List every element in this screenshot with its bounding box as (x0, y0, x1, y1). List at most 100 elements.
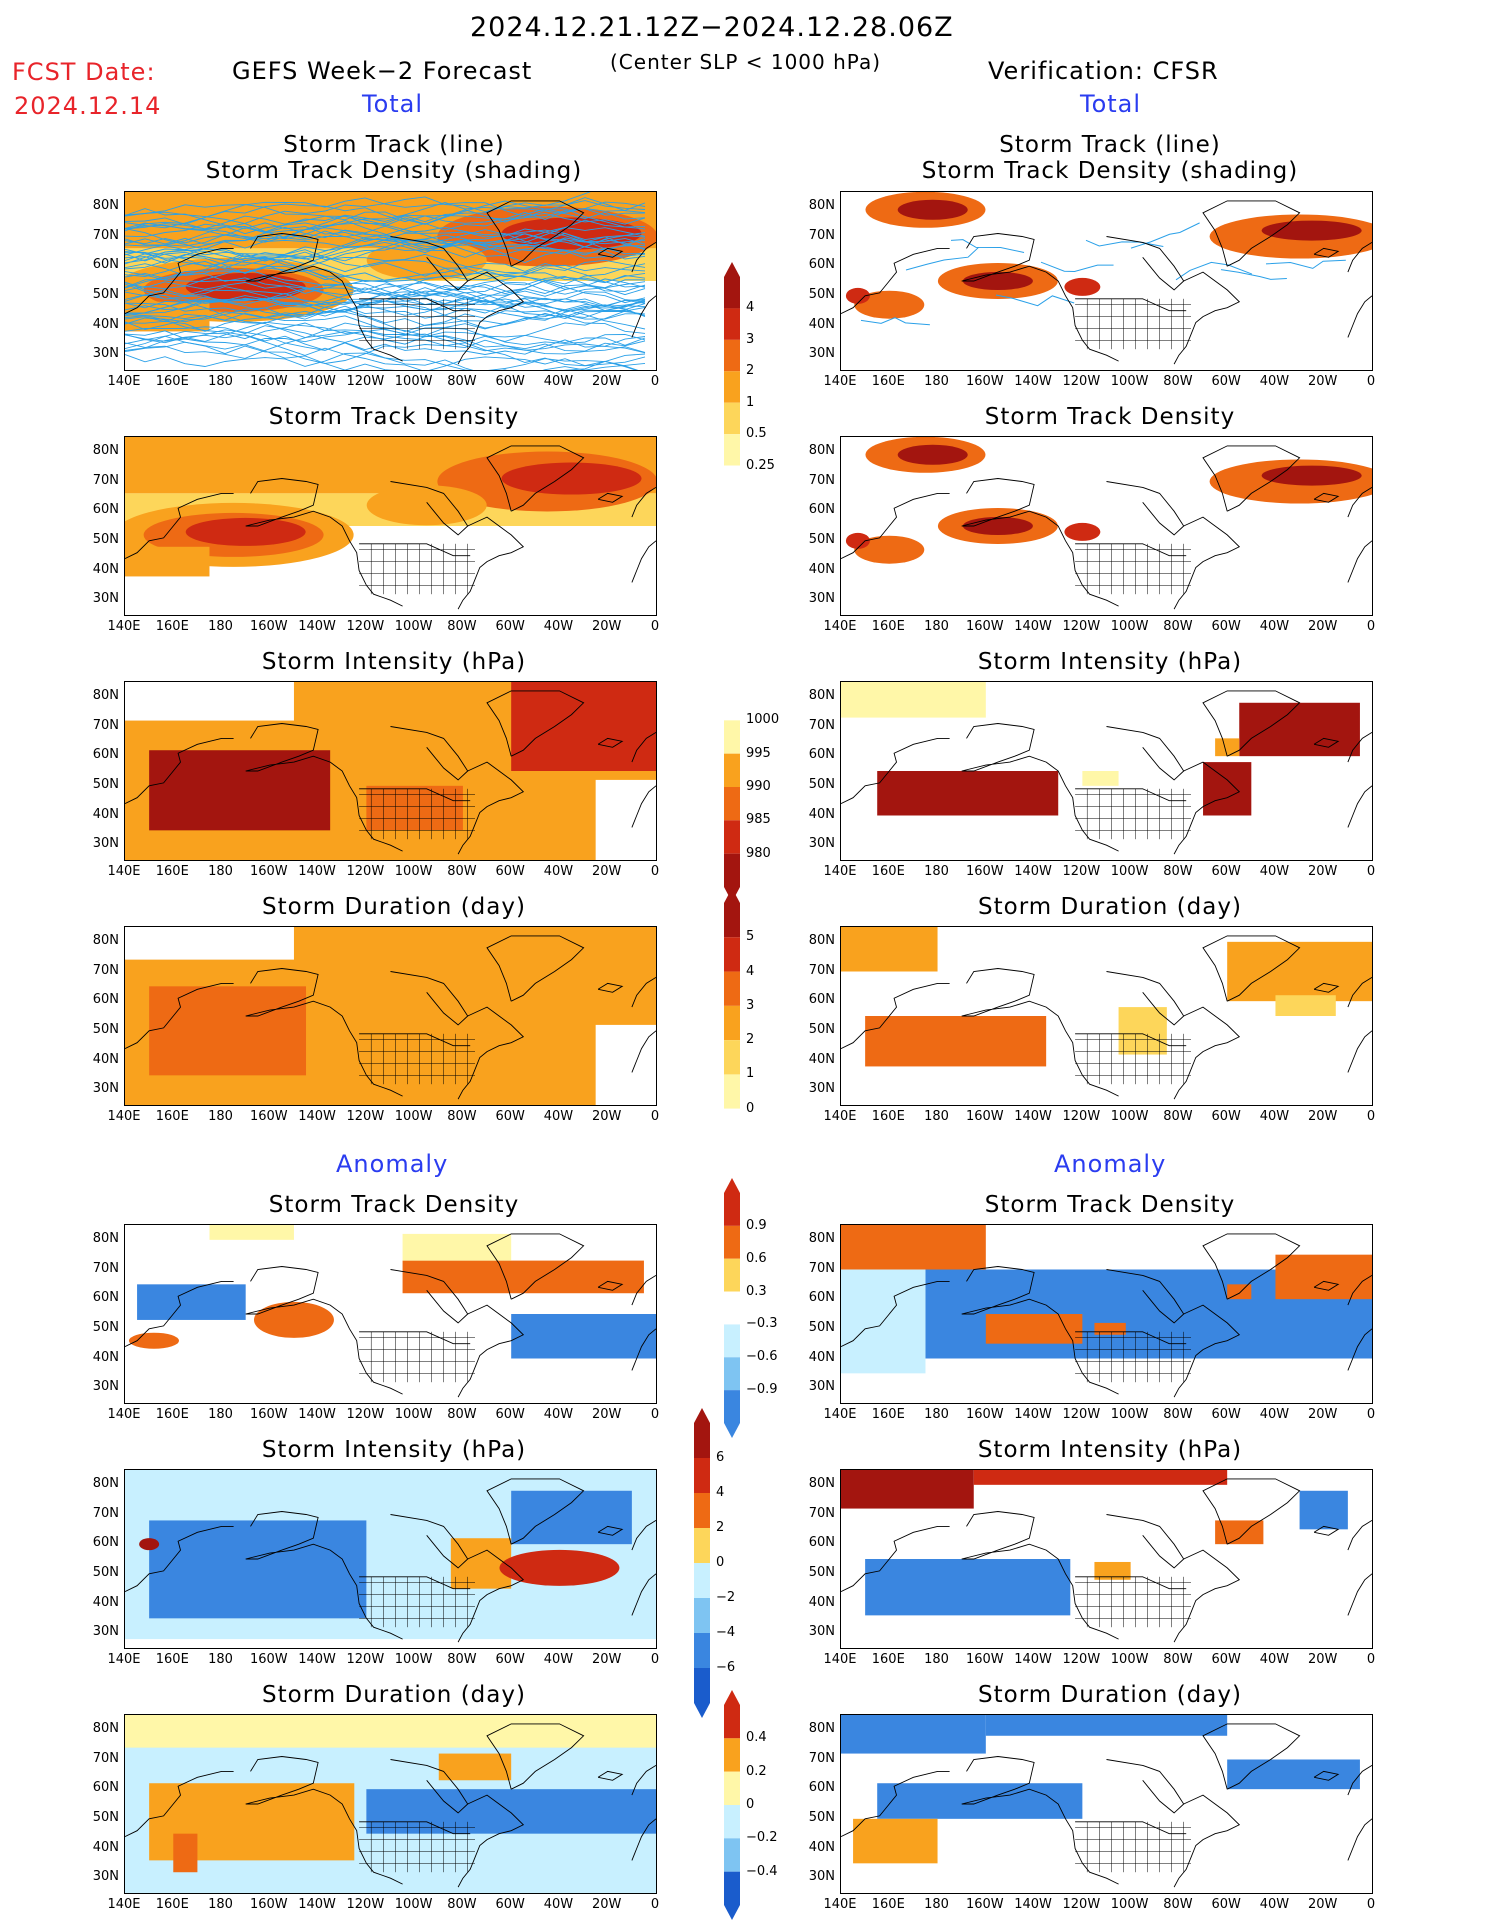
lon-tick-label: 100W (389, 374, 439, 389)
colorbar-tick-label: −0.3 (746, 1316, 778, 1331)
lon-tick-label: 20W (1298, 374, 1348, 389)
lon-tick-label: 140W (292, 619, 342, 634)
lon-tick-label: 100W (389, 1652, 439, 1667)
lat-tick-label: 70N (79, 228, 119, 243)
lon-tick-label: 160W (960, 864, 1010, 879)
lon-tick-label: 140W (292, 1407, 342, 1422)
lon-tick-label: 20W (582, 1109, 632, 1124)
lon-tick-label: 160E (147, 1407, 197, 1422)
lat-tick-label: 70N (795, 963, 835, 978)
lat-tick-label: 40N (79, 562, 119, 577)
lat-tick-label: 30N (79, 346, 119, 361)
lon-tick-label: 140E (815, 1652, 865, 1667)
title-anom-density-right: Storm Track Density (840, 1192, 1380, 1218)
lon-tick-label: 140E (815, 1897, 865, 1912)
map-panel-track-left (124, 191, 657, 371)
lat-tick-label: 50N (79, 532, 119, 547)
colorbar-duration-total (722, 888, 742, 1162)
lat-tick-label: 50N (79, 1320, 119, 1335)
lon-tick-label: 40W (1249, 864, 1299, 879)
lon-tick-label: 60W (1201, 1897, 1251, 1912)
colorbar-tick-label: 3 (746, 998, 754, 1013)
left-model-label: GEFS Week−2 Forecast (232, 57, 532, 85)
colorbar-tick-label: 4 (746, 300, 754, 315)
map-panel-intensity-right (840, 681, 1373, 861)
lon-tick-label: 140W (1008, 619, 1058, 634)
lat-tick-label: 80N (79, 933, 119, 948)
map-panel-density-right (840, 436, 1373, 616)
lon-tick-label: 120W (1056, 1109, 1106, 1124)
colorbar-tick-label: 4 (716, 1485, 724, 1500)
lat-tick-label: 50N (79, 1810, 119, 1825)
lat-tick-label: 40N (795, 807, 835, 822)
lon-tick-label: 180 (912, 374, 962, 389)
lon-tick-label: 160W (960, 619, 1010, 634)
lat-tick-label: 60N (795, 1535, 835, 1550)
lon-tick-label: 60W (485, 374, 535, 389)
lat-tick-label: 50N (79, 287, 119, 302)
lon-tick-label: 20W (1298, 1652, 1348, 1667)
lon-tick-label: 180 (196, 1652, 246, 1667)
lon-tick-label: 100W (389, 1897, 439, 1912)
lat-tick-label: 70N (79, 1261, 119, 1276)
lat-tick-label: 80N (79, 198, 119, 213)
colorbar-tick-label: 3 (746, 332, 754, 347)
lon-tick-label: 180 (912, 619, 962, 634)
lat-tick-label: 50N (795, 1565, 835, 1580)
lat-tick-label: 60N (79, 992, 119, 1007)
total-left-label: Total (362, 90, 423, 118)
lon-tick-label: 40W (1249, 1897, 1299, 1912)
lon-tick-label: 120W (340, 374, 390, 389)
title-anom-duration-right: Storm Duration (day) (840, 1682, 1380, 1708)
lon-tick-label: 120W (1056, 1407, 1106, 1422)
anomaly-left-label: Anomaly (336, 1150, 448, 1178)
lon-tick-label: 60W (1201, 619, 1251, 634)
lon-tick-label: 140E (815, 1407, 865, 1422)
colorbar-tick-label: −4 (716, 1625, 735, 1640)
lat-tick-label: 80N (79, 1231, 119, 1246)
lon-tick-label: 160E (863, 864, 913, 879)
lon-tick-label: 0 (630, 1407, 680, 1422)
lon-tick-label: 20W (1298, 1109, 1348, 1124)
lon-tick-label: 160W (244, 864, 294, 879)
map-panel-duration-left (124, 926, 657, 1106)
lat-tick-label: 60N (79, 257, 119, 272)
lon-tick-label: 120W (1056, 374, 1106, 389)
lat-tick-label: 70N (795, 1506, 835, 1521)
lon-tick-label: 140E (99, 619, 149, 634)
lon-tick-label: 20W (582, 864, 632, 879)
map-panel-anom-int-left (124, 1469, 657, 1649)
lat-tick-label: 40N (795, 1052, 835, 1067)
lat-tick-label: 30N (79, 836, 119, 851)
lon-tick-label: 160W (960, 1407, 1010, 1422)
lon-tick-label: 80W (437, 374, 487, 389)
lon-tick-label: 140E (99, 1109, 149, 1124)
lat-tick-label: 80N (795, 688, 835, 703)
lon-tick-label: 140E (99, 1652, 149, 1667)
lon-tick-label: 180 (912, 1897, 962, 1912)
lon-tick-label: 20W (582, 1407, 632, 1422)
colorbar-tick-label: 0.2 (746, 1764, 767, 1779)
lon-tick-label: 20W (582, 619, 632, 634)
lat-tick-label: 70N (79, 473, 119, 488)
lon-tick-label: 140E (815, 1109, 865, 1124)
colorbar-tick-label: −0.2 (746, 1830, 778, 1845)
lat-tick-label: 70N (795, 1261, 835, 1276)
lat-tick-label: 80N (795, 198, 835, 213)
lon-tick-label: 20W (1298, 864, 1348, 879)
lon-tick-label: 140E (815, 619, 865, 634)
lon-tick-label: 60W (485, 1652, 535, 1667)
anomaly-right-label: Anomaly (1054, 1150, 1166, 1178)
lon-tick-label: 60W (485, 1897, 535, 1912)
lon-tick-label: 160W (960, 1652, 1010, 1667)
lon-tick-label: 80W (1153, 1652, 1203, 1667)
lon-tick-label: 80W (1153, 864, 1203, 879)
lon-tick-label: 40W (533, 1652, 583, 1667)
lon-tick-label: 140E (815, 374, 865, 389)
lon-tick-label: 140W (1008, 1897, 1058, 1912)
lat-tick-label: 70N (79, 718, 119, 733)
lon-tick-label: 0 (630, 1109, 680, 1124)
lat-tick-label: 50N (795, 532, 835, 547)
lat-tick-label: 40N (795, 1595, 835, 1610)
colorbar-tick-label: 1 (746, 1066, 754, 1081)
